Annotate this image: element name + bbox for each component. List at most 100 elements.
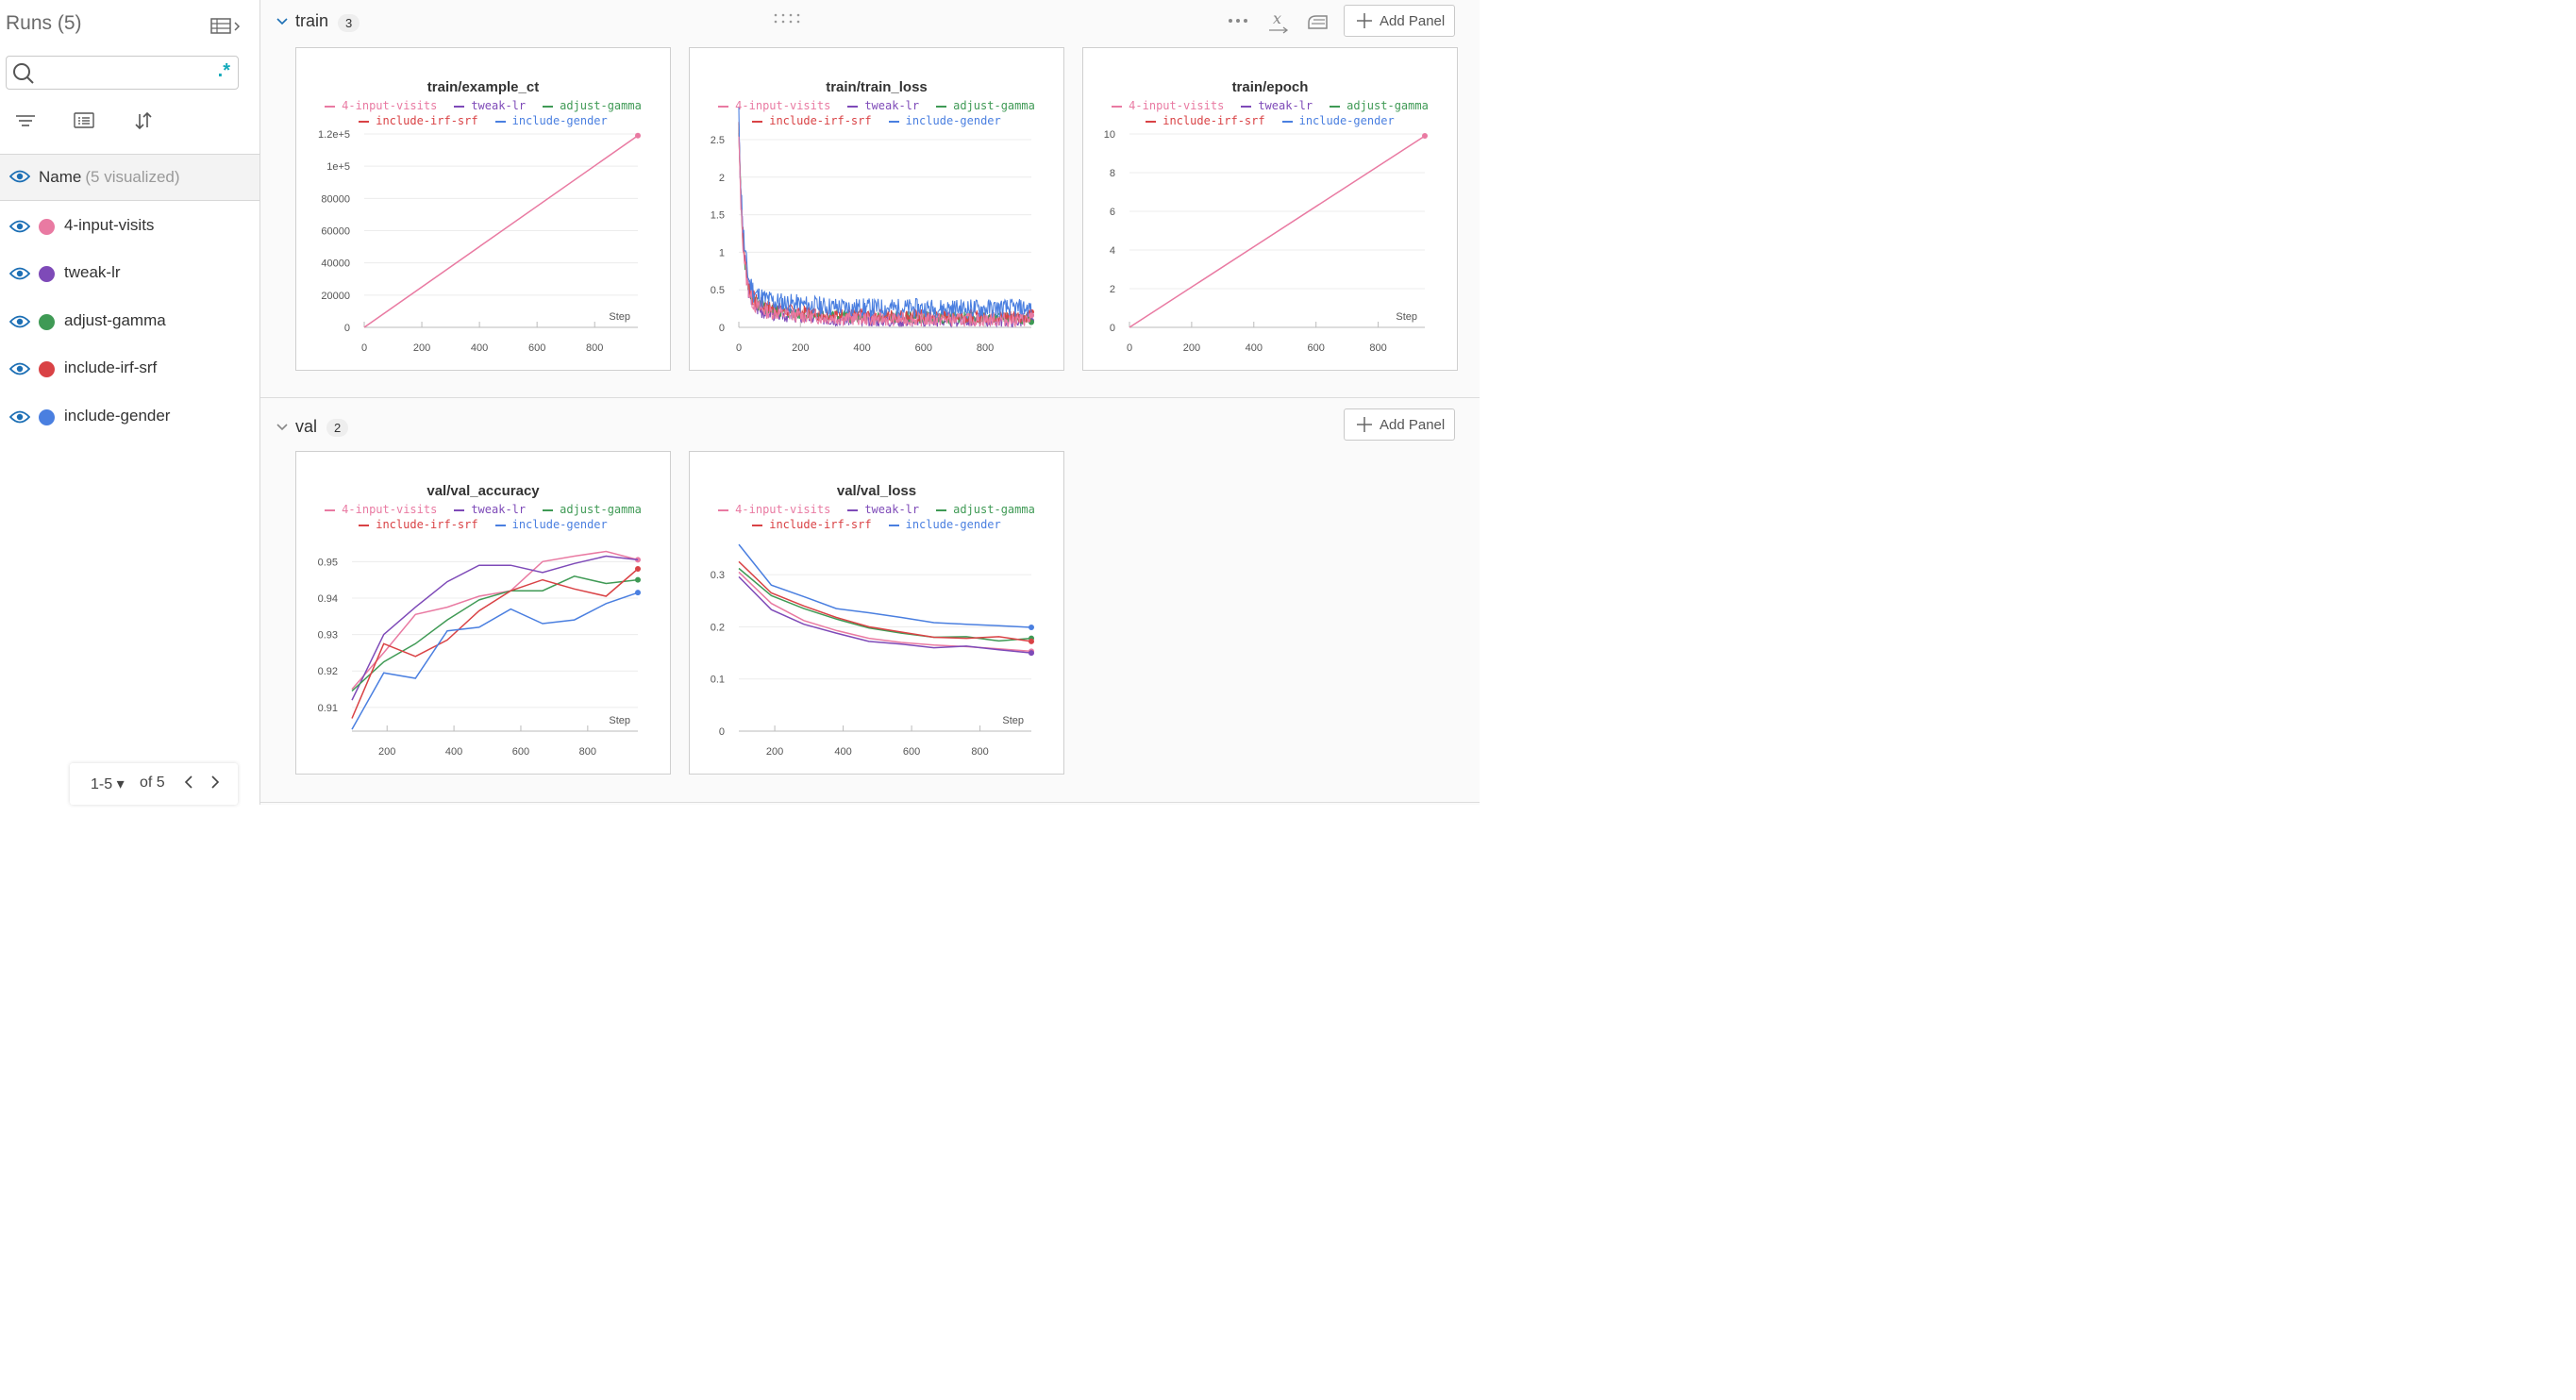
run-name[interactable]: include-irf-srf bbox=[64, 358, 158, 376]
legend-item[interactable]: include-gender bbox=[494, 518, 608, 531]
legend-label: include-irf-srf bbox=[1163, 114, 1265, 127]
search-input[interactable] bbox=[42, 60, 207, 87]
legend-item[interactable]: include-gender bbox=[888, 114, 1001, 127]
eye-icon[interactable] bbox=[8, 169, 31, 189]
chart-title: train/example_ct bbox=[427, 79, 540, 95]
legend-item[interactable]: include-gender bbox=[494, 114, 608, 127]
legend-item[interactable]: tweak-lr bbox=[847, 99, 919, 112]
run-row[interactable]: 4-input-visits bbox=[0, 205, 259, 250]
series-line-include-gender bbox=[738, 543, 1032, 628]
filter-icon[interactable] bbox=[14, 110, 37, 131]
regex-toggle-button[interactable]: .* bbox=[217, 60, 230, 81]
legend-item[interactable]: 4-input-visits bbox=[325, 503, 437, 516]
legend-row: include-irf-srf include-gender bbox=[296, 114, 670, 127]
legend-item[interactable]: include-gender bbox=[888, 518, 1001, 531]
x-tick-label: 200 bbox=[413, 342, 430, 354]
run-color-dot[interactable] bbox=[39, 314, 55, 330]
eye-icon[interactable] bbox=[8, 361, 31, 381]
legend-swatch bbox=[888, 120, 899, 123]
series-line-include-gender bbox=[351, 592, 639, 730]
legend-item[interactable]: include-irf-srf bbox=[752, 114, 872, 127]
search-box: .* bbox=[6, 56, 239, 90]
chart-val-val-accuracy: 0.91 0.92 0.93 0.94 0.95 200 400 600 800 Step bbox=[318, 550, 641, 758]
chart-panel[interactable]: train/example_ct 4-input-visits tweak-lr a… bbox=[295, 47, 671, 371]
legend-item[interactable]: tweak-lr bbox=[847, 503, 919, 516]
legend-item[interactable]: adjust-gamma bbox=[936, 503, 1035, 516]
legend-item[interactable]: include-irf-srf bbox=[359, 518, 478, 531]
run-color-dot[interactable] bbox=[39, 409, 55, 425]
legend-item[interactable]: tweak-lr bbox=[1241, 99, 1313, 112]
run-color-dot[interactable] bbox=[39, 219, 55, 235]
x-axis-settings-icon[interactable]: x bbox=[1267, 9, 1290, 39]
eye-icon[interactable] bbox=[8, 314, 31, 334]
group-icon[interactable] bbox=[73, 110, 95, 131]
series-line-adjust-gamma bbox=[351, 575, 639, 692]
run-color-dot[interactable] bbox=[39, 361, 55, 377]
sort-icon[interactable] bbox=[132, 110, 155, 131]
y-tick-label: 0.95 bbox=[318, 557, 338, 568]
section-title[interactable]: train bbox=[295, 11, 329, 30]
eye-icon[interactable] bbox=[8, 219, 31, 239]
search-icon bbox=[12, 62, 35, 90]
legend-item[interactable]: include-irf-srf bbox=[752, 518, 872, 531]
legend-label: include-gender bbox=[511, 114, 608, 127]
eye-icon[interactable] bbox=[8, 266, 31, 286]
legend-swatch bbox=[494, 524, 506, 526]
y-tick-label: 0.3 bbox=[711, 570, 725, 581]
section-title[interactable]: val bbox=[295, 417, 318, 436]
chart-panel[interactable]: val/val_loss 4-input-visits tweak-lr adjus… bbox=[689, 451, 1064, 775]
legend-item[interactable]: tweak-lr bbox=[454, 503, 526, 516]
caret-down-icon: ▾ bbox=[116, 776, 125, 792]
legend-item[interactable]: adjust-gamma bbox=[543, 503, 642, 516]
legend-item[interactable]: 4-input-visits bbox=[718, 503, 830, 516]
expand-table-icon[interactable] bbox=[209, 15, 242, 38]
y-tick-label: 0.1 bbox=[711, 675, 725, 686]
legend-item[interactable]: 4-input-visits bbox=[325, 99, 437, 112]
legend-item[interactable]: 4-input-visits bbox=[718, 99, 830, 112]
chevron-down-icon[interactable] bbox=[276, 421, 289, 438]
legend-item[interactable]: include-irf-srf bbox=[1146, 114, 1265, 127]
x-axis-label: Step bbox=[1002, 715, 1024, 726]
run-row[interactable]: include-gender bbox=[0, 395, 259, 441]
add-panel-button[interactable]: Add Panel bbox=[1344, 5, 1455, 37]
run-row[interactable]: adjust-gamma bbox=[0, 300, 259, 345]
run-name[interactable]: include-gender bbox=[64, 407, 171, 425]
plus-icon bbox=[1356, 416, 1373, 437]
add-panel-button[interactable]: Add Panel bbox=[1344, 408, 1455, 441]
run-name[interactable]: 4-input-visits bbox=[64, 216, 155, 234]
x-tick-label: 600 bbox=[528, 342, 545, 354]
run-row[interactable]: include-irf-srf bbox=[0, 347, 259, 392]
run-row[interactable]: tweak-lr bbox=[0, 252, 259, 297]
legend-swatch bbox=[325, 508, 336, 511]
legend-item[interactable]: adjust-gamma bbox=[1330, 99, 1429, 112]
chevron-down-icon[interactable] bbox=[276, 15, 289, 32]
name-header-label: Name (5 visualized) bbox=[39, 168, 180, 187]
run-color-dot[interactable] bbox=[39, 266, 55, 282]
chart-title: train/train_loss bbox=[826, 79, 928, 95]
chart-panel[interactable]: train/epoch 4-input-visits tweak-lr adjust… bbox=[1082, 47, 1458, 371]
eye-icon[interactable] bbox=[8, 409, 31, 429]
legend-item[interactable]: adjust-gamma bbox=[936, 99, 1035, 112]
run-name[interactable]: tweak-lr bbox=[64, 263, 121, 281]
chevron-right-icon[interactable] bbox=[209, 775, 221, 794]
legend-item[interactable]: include-irf-srf bbox=[359, 114, 478, 127]
legend-item[interactable]: tweak-lr bbox=[454, 99, 526, 112]
legend-item[interactable]: adjust-gamma bbox=[543, 99, 642, 112]
legend-swatch bbox=[1330, 105, 1341, 108]
legend-swatch bbox=[325, 105, 336, 108]
more-options-icon[interactable] bbox=[1228, 13, 1248, 33]
chevron-left-icon[interactable] bbox=[183, 775, 194, 794]
page-size-dropdown[interactable]: 1-5 ▾ bbox=[91, 775, 125, 793]
series-line-4-input-visits bbox=[1129, 135, 1426, 328]
legend-row: include-irf-srf include-gender bbox=[690, 114, 1063, 127]
run-name[interactable]: adjust-gamma bbox=[64, 311, 166, 329]
chart-title: val/val_loss bbox=[836, 483, 917, 499]
chart-panel[interactable]: train/train_loss 4-input-visits tweak-lr a… bbox=[689, 47, 1064, 371]
name-header-text: Name bbox=[39, 168, 82, 186]
legend-item[interactable]: include-gender bbox=[1281, 114, 1395, 127]
legend-item[interactable]: 4-input-visits bbox=[1112, 99, 1224, 112]
chart-panel[interactable]: val/val_accuracy 4-input-visits tweak-lr a… bbox=[295, 451, 671, 775]
x-tick-label: 0 bbox=[361, 342, 367, 354]
drag-handle-icon[interactable] bbox=[774, 12, 802, 30]
smoothing-icon[interactable] bbox=[1306, 11, 1330, 37]
